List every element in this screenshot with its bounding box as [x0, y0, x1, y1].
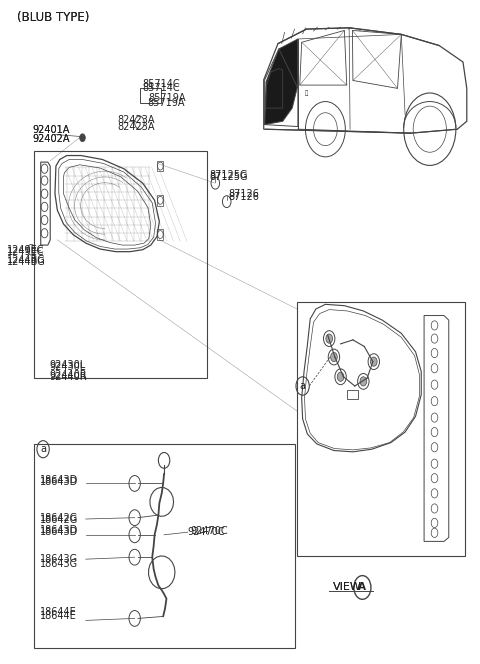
Text: 1244BG: 1244BG	[7, 256, 45, 266]
Text: 92440R: 92440R	[49, 370, 87, 380]
Text: 18644E: 18644E	[40, 612, 76, 622]
Polygon shape	[264, 39, 298, 125]
Text: 18643D: 18643D	[40, 527, 78, 537]
Text: 18643D: 18643D	[40, 525, 78, 535]
Text: 92430L: 92430L	[49, 360, 85, 370]
Text: 92470C: 92470C	[190, 526, 228, 536]
Text: 1249EC: 1249EC	[7, 245, 44, 255]
Circle shape	[360, 376, 367, 386]
Circle shape	[371, 357, 377, 367]
Text: A: A	[359, 582, 366, 592]
Text: 82423A: 82423A	[118, 115, 155, 125]
Text: 85719A: 85719A	[147, 98, 185, 108]
Text: 85714C: 85714C	[143, 80, 180, 90]
Text: 92402A: 92402A	[32, 134, 70, 144]
Text: 87125G: 87125G	[209, 172, 248, 182]
Text: (BLUB TYPE): (BLUB TYPE)	[17, 11, 89, 25]
Text: 85719A: 85719A	[148, 93, 185, 104]
Text: 1244BG: 1244BG	[7, 254, 45, 264]
Text: 18643D: 18643D	[40, 475, 78, 485]
Text: 1249EC: 1249EC	[7, 246, 44, 257]
Circle shape	[326, 334, 333, 343]
Text: 92470C: 92470C	[188, 527, 226, 537]
Text: VIEW: VIEW	[333, 582, 361, 592]
Text: 92401A: 92401A	[32, 125, 70, 135]
Text: 92402A: 92402A	[32, 134, 70, 144]
Text: 92440R: 92440R	[49, 372, 87, 382]
Text: 🔘: 🔘	[305, 91, 308, 96]
Text: a: a	[40, 444, 46, 454]
Text: 18642G: 18642G	[40, 513, 78, 523]
Text: a: a	[300, 381, 306, 391]
Text: 18642G: 18642G	[40, 515, 78, 525]
Text: (BLUB TYPE): (BLUB TYPE)	[17, 11, 89, 25]
Text: 87126: 87126	[228, 189, 259, 199]
Circle shape	[331, 353, 337, 362]
Circle shape	[80, 134, 85, 141]
Text: 18643G: 18643G	[40, 554, 78, 564]
Text: 18643G: 18643G	[40, 559, 78, 569]
Text: 18643D: 18643D	[40, 477, 78, 487]
Circle shape	[337, 372, 344, 381]
Text: 87125G: 87125G	[209, 170, 248, 181]
Text: 18644E: 18644E	[40, 607, 76, 617]
Text: 85714C: 85714C	[143, 84, 180, 94]
Text: 82423A: 82423A	[118, 122, 155, 131]
Text: 92401A: 92401A	[32, 125, 70, 135]
Text: 92430L: 92430L	[49, 362, 85, 372]
Text: 87126: 87126	[228, 192, 259, 202]
Text: VIEW: VIEW	[333, 582, 361, 592]
